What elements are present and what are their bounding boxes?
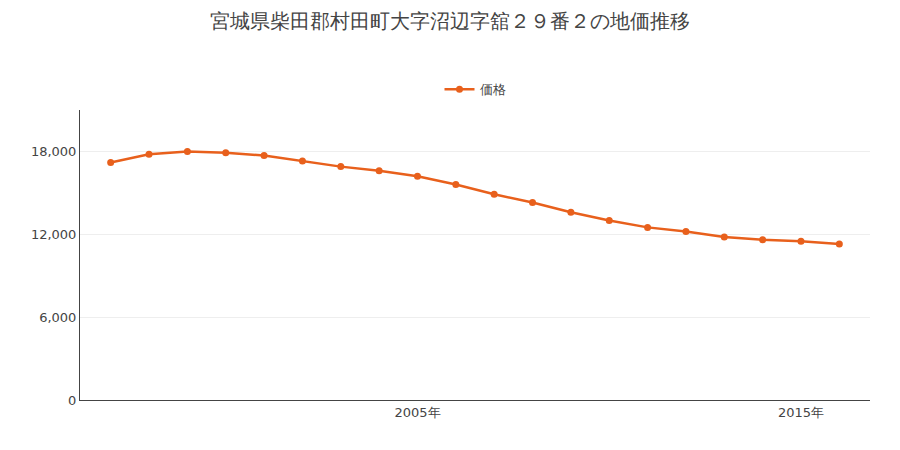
svg-text:6,000: 6,000 bbox=[39, 310, 76, 325]
svg-text:2015年: 2015年 bbox=[778, 405, 824, 420]
svg-text:価格: 価格 bbox=[480, 82, 506, 97]
svg-text:0: 0 bbox=[68, 393, 76, 408]
svg-text:18,000: 18,000 bbox=[31, 144, 77, 159]
svg-text:宮城県柴田郡村田町大字沼辺字舘２９番２の地価推移: 宮城県柴田郡村田町大字沼辺字舘２９番２の地価推移 bbox=[210, 9, 690, 33]
svg-text:2005年: 2005年 bbox=[394, 405, 440, 420]
svg-text:12,000: 12,000 bbox=[31, 227, 77, 242]
